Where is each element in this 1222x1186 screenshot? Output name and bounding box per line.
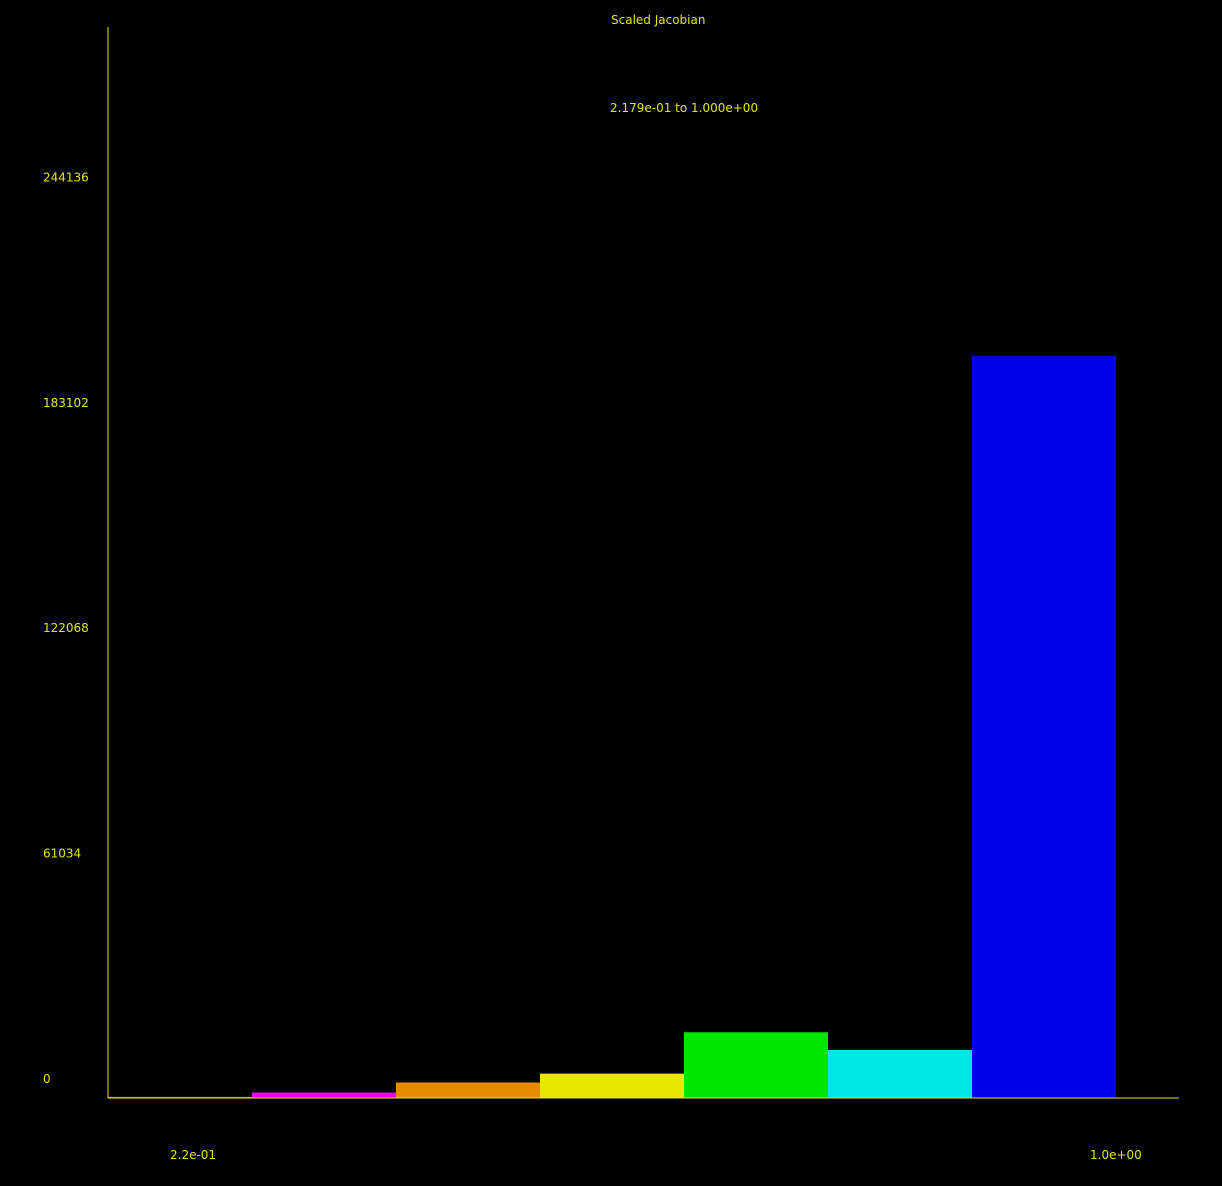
histogram-bars bbox=[108, 355, 1116, 1098]
x-tick-label: 1.0e+00 bbox=[1090, 1148, 1142, 1162]
y-tick-label: 122068 bbox=[43, 621, 89, 635]
y-tick-label: 61034 bbox=[43, 847, 81, 861]
y-tick-label: 183102 bbox=[43, 396, 89, 410]
x-tick-labels: 2.2e-01 1.0e+00 bbox=[170, 1148, 1142, 1162]
histogram-bar-3 bbox=[396, 1082, 540, 1098]
y-tick-labels: 0 61034 122068 183102 244136 bbox=[43, 170, 89, 1086]
histogram-bar-2 bbox=[252, 1092, 396, 1098]
histogram-bar-1 bbox=[108, 1096, 252, 1098]
chart-range-subtitle: 2.179e-01 to 1.000e+00 bbox=[610, 101, 759, 115]
histogram-bar-7 bbox=[972, 355, 1116, 1098]
histogram-bar-6 bbox=[828, 1049, 972, 1098]
y-tick-label: 244136 bbox=[43, 170, 89, 184]
chart-axes bbox=[107, 27, 1179, 1099]
chart-title: Scaled Jacobian bbox=[611, 13, 706, 27]
y-tick-label: 0 bbox=[43, 1072, 51, 1086]
x-tick-label: 2.2e-01 bbox=[170, 1148, 216, 1162]
histogram-bar-5 bbox=[684, 1032, 828, 1098]
histogram-bar-4 bbox=[540, 1073, 684, 1098]
